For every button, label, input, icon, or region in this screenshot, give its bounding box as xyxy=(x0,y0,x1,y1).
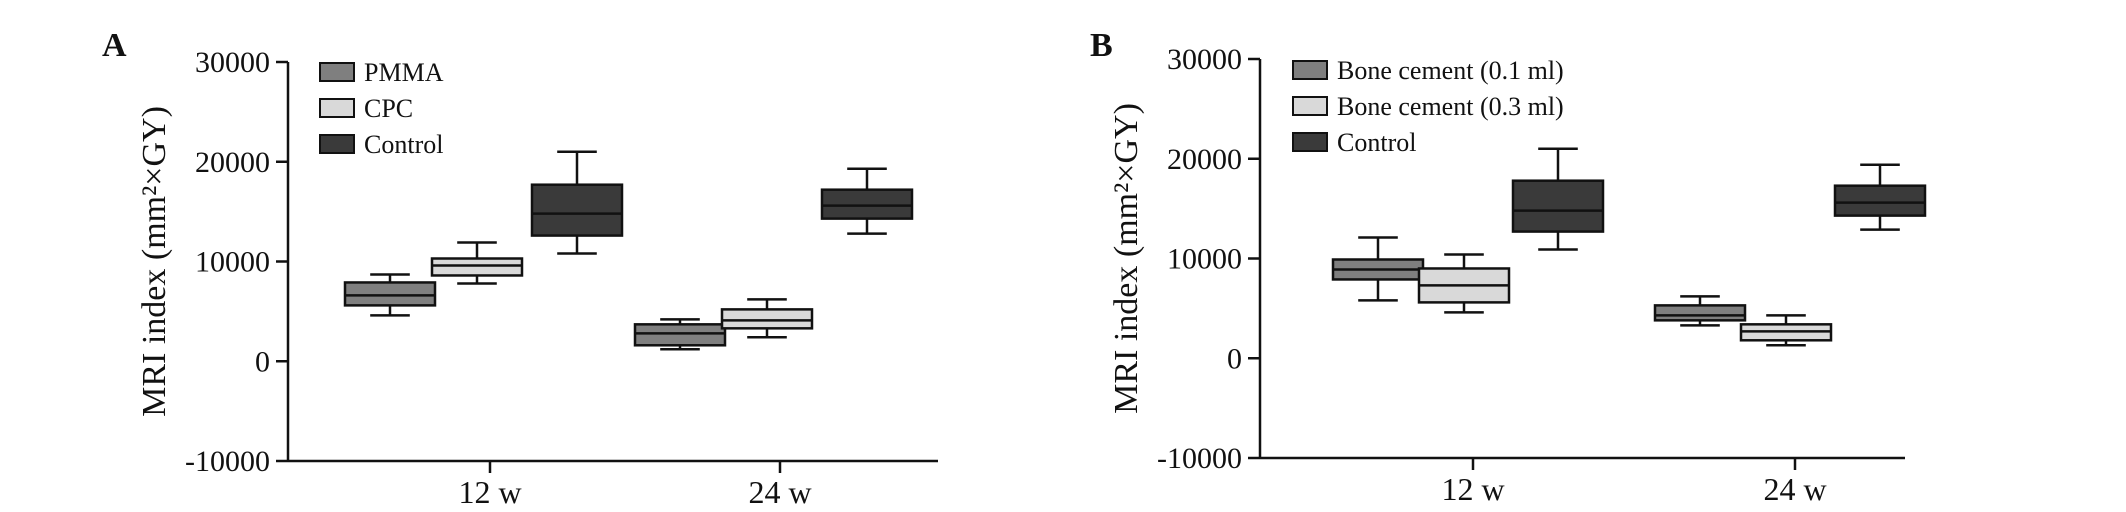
legend-label: Bone cement (0.1 ml) xyxy=(1337,56,1564,85)
legend-label: PMMA xyxy=(364,58,444,87)
box-iqr xyxy=(720,308,814,330)
legend-swatch xyxy=(319,62,355,82)
panel-letter: B xyxy=(1090,27,1113,64)
legend-swatch xyxy=(1292,96,1328,116)
x-tick-label: 12 w xyxy=(458,474,521,510)
y-tick-label: -10000 xyxy=(185,445,270,478)
legend-swatch xyxy=(319,98,355,118)
box-iqr xyxy=(1833,184,1927,217)
legend-swatch xyxy=(1292,60,1328,80)
y-tick-label: 10000 xyxy=(1167,243,1242,276)
chart-panel-a: A -10000 0 10000 20000 30000 12 w 24 w MRI index… xyxy=(102,27,938,510)
box-cpc-0 xyxy=(430,241,524,285)
legend-label: Bone cement (0.3 ml) xyxy=(1337,92,1564,121)
box-iqr xyxy=(820,188,914,220)
y-axis-title: MRI index (mm²×GY) xyxy=(136,106,173,417)
box-bone-cement-0-1-ml--1 xyxy=(1653,295,1747,327)
box-control-0 xyxy=(1511,147,1605,251)
box-iqr xyxy=(1511,179,1605,233)
box-iqr xyxy=(343,281,437,307)
box-control-1 xyxy=(820,167,914,235)
y-tick-label: 30000 xyxy=(195,46,270,79)
legend-label: CPC xyxy=(364,94,413,123)
legend-swatch xyxy=(1292,132,1328,152)
box-iqr xyxy=(633,323,727,347)
y-tick-label: -10000 xyxy=(1157,442,1242,475)
y-tick-label: 10000 xyxy=(195,246,270,279)
legend-label: Control xyxy=(1337,128,1416,157)
box-iqr xyxy=(430,257,524,277)
y-tick-label: 20000 xyxy=(195,146,270,179)
chart-panel-b: B -10000 0 10000 20000 30000 12 w 24 w MRI index… xyxy=(1090,27,1927,507)
box-iqr xyxy=(530,183,624,237)
legend-label: Control xyxy=(364,130,443,159)
box-iqr xyxy=(1653,304,1747,322)
box-pmma-0 xyxy=(343,273,437,317)
y-axis-title: MRI index (mm²×GY) xyxy=(1108,103,1145,414)
box-bone-cement-0-3-ml--1 xyxy=(1739,314,1833,347)
x-tick-label: 24 w xyxy=(748,474,811,510)
x-tick-label: 24 w xyxy=(1763,471,1826,507)
box-bone-cement-0-3-ml--0 xyxy=(1417,253,1511,314)
legend-swatch xyxy=(319,134,355,154)
box-control-1 xyxy=(1833,163,1927,231)
y-tick-label: 20000 xyxy=(1167,143,1242,176)
y-tick-label: 0 xyxy=(255,345,270,378)
x-tick-label: 12 w xyxy=(1441,471,1504,507)
box-bone-cement-0-1-ml--0 xyxy=(1331,236,1425,302)
panel-letter: A xyxy=(102,27,127,64)
box-cpc-1 xyxy=(720,298,814,339)
box-pmma-1 xyxy=(633,318,727,351)
y-tick-label: 30000 xyxy=(1167,43,1242,76)
box-control-0 xyxy=(530,150,624,255)
y-tick-label: 0 xyxy=(1227,342,1242,375)
